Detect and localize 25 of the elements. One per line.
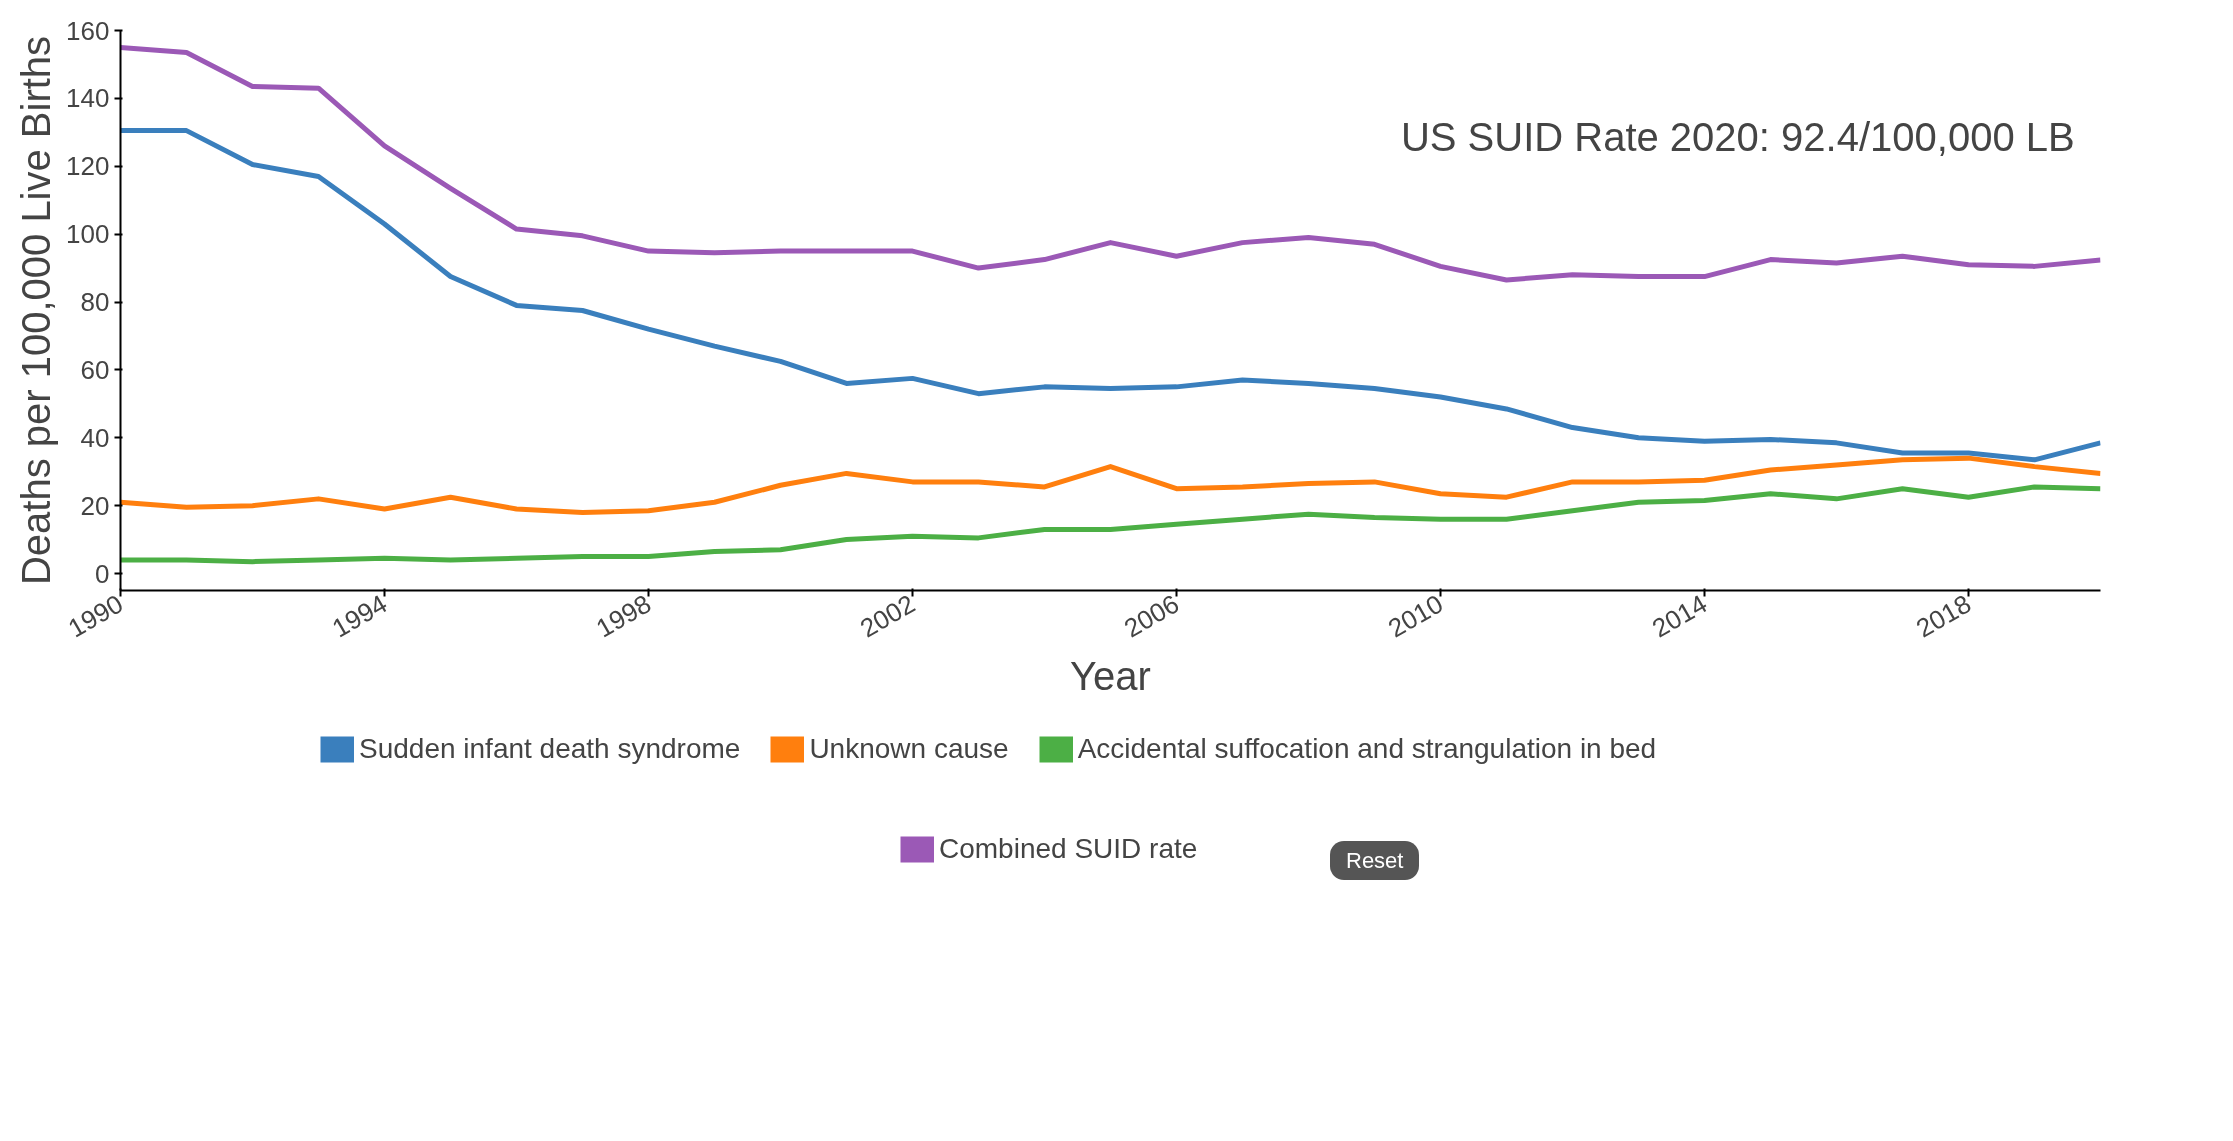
annotation: US SUID Rate 2020: 92.4/100,000 LB (1400, 115, 2075, 160)
legend-label: Sudden infant death syndrome (359, 733, 741, 765)
x-axis-title: Year (1070, 654, 1151, 699)
y-tick-label: 20 (80, 490, 110, 521)
x-tick-label: 1990 (62, 588, 128, 644)
legend-label: Combined SUID rate (939, 833, 1198, 865)
y-tick-label: 60 (80, 354, 110, 385)
y-tick-label: 160 (66, 15, 110, 46)
y-tick-label: 120 (66, 151, 110, 182)
x-tick-label: 2018 (1910, 588, 1976, 644)
y-axis-title: Deaths per 100,000 Live Births (14, 35, 59, 586)
x-tick-label: 2002 (854, 588, 920, 644)
legend-label: Unknown cause (809, 733, 1009, 765)
y-tick-label: 140 (66, 83, 110, 114)
y-tick-label: 100 (66, 219, 110, 250)
y-tick-label: 80 (80, 287, 110, 318)
legend-label: Accidental suffocation and strangulation in bed (1077, 733, 1657, 765)
y-tick-label: 40 (80, 422, 110, 453)
text: Reset (1346, 847, 1404, 875)
x-tick-label: 1998 (590, 588, 656, 644)
x-tick-label: 2014 (1646, 588, 1712, 644)
x-tick-label: 1994 (326, 588, 392, 644)
x-tick-label: 2006 (1118, 588, 1184, 644)
x-tick-label: 2010 (1382, 588, 1448, 644)
y-tick-label: 0 (95, 558, 110, 589)
